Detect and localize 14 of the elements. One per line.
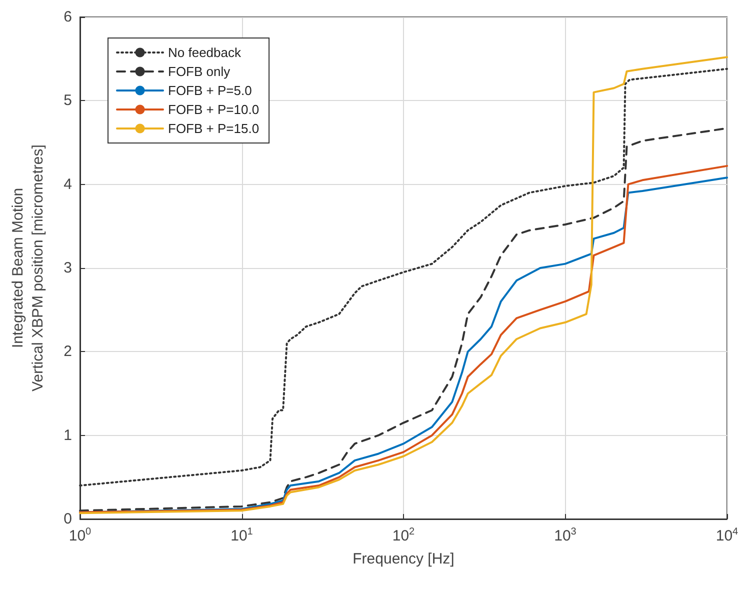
legend-label: FOFB only xyxy=(168,64,231,79)
y-tick-label: 3 xyxy=(64,260,72,276)
legend-label: No feedback xyxy=(168,45,242,60)
legend-label: FOFB + P=10.0 xyxy=(168,102,260,117)
y-tick-label: 6 xyxy=(64,8,72,26)
y-tick-label: 5 xyxy=(64,92,72,110)
y-tick-label: 1 xyxy=(64,426,72,444)
y-tick-label: 4 xyxy=(64,176,72,193)
y-tick-label: 2 xyxy=(64,343,72,360)
y-tick-label: 0 xyxy=(64,510,72,528)
legend-label: FOFB + P=15.0 xyxy=(168,121,260,136)
y-axis-title: Integrated Beam Motion Vertical XBPM position [micrometres] xyxy=(10,144,46,392)
x-axis-title: Frequency [Hz] xyxy=(352,550,454,568)
legend-label: FOFB + P=5.0 xyxy=(168,83,252,98)
